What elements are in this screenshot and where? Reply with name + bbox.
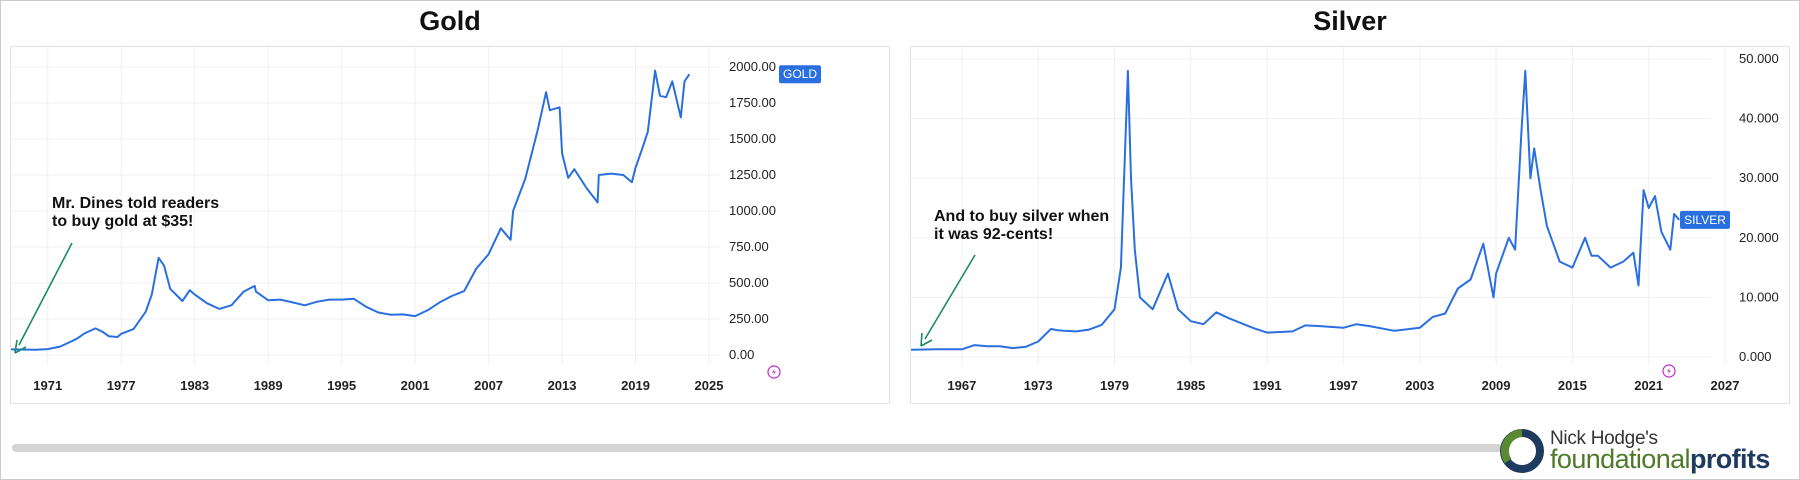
gold-x-tick-label: 2013 <box>548 378 577 393</box>
gold-annotation-arrow <box>18 242 73 346</box>
brand-name-line-1: Nick Hodge's <box>1550 428 1658 449</box>
silver-x-tick-label: 1997 <box>1329 378 1358 393</box>
silver-grid <box>911 47 1726 365</box>
silver-x-tick-label: 2021 <box>1634 378 1663 393</box>
gold-y-tick-label: 1000.00 <box>729 203 776 218</box>
gold-x-tick-label: 1995 <box>327 378 356 393</box>
gold-y-tick-label: 2000.00 <box>729 59 776 74</box>
gold-price-line <box>10 69 691 351</box>
ring-logo-icon <box>1500 429 1544 473</box>
silver-y-tick-label: 50.000 <box>1739 51 1779 66</box>
silver-x-tick-label: 1967 <box>947 378 976 393</box>
gold-chart: 2000.00 1750.00 1500.00 1250.00 1000.00 750.0… <box>10 47 821 393</box>
silver-price-line <box>910 69 1680 351</box>
silver-chart: 50.000 40.000 30.000 20.000 10.000 0.000 1967… <box>910 47 1779 393</box>
silver-x-tick-label: 2015 <box>1558 378 1587 393</box>
lightning-icon[interactable] <box>1662 364 1676 378</box>
lightning-icon[interactable] <box>767 365 781 379</box>
gold-y-tick-label: 250.00 <box>729 311 769 326</box>
gold-x-tick-label: 1971 <box>33 378 62 393</box>
silver-annotation: And to buy silver when it was 92-cents! <box>920 208 1109 347</box>
gold-chart-panel: 2000.00 1750.00 1500.00 1250.00 1000.00 750.0… <box>10 46 890 404</box>
gold-y-tick-label: 500.00 <box>729 275 769 290</box>
horizontal-scrollbar[interactable] <box>12 444 1502 452</box>
silver-chart-title: Silver <box>1313 6 1387 36</box>
gold-x-tick-label: 2019 <box>621 378 650 393</box>
silver-tag-label: SILVER <box>1684 213 1726 227</box>
gold-y-tick-label: 1750.00 <box>729 95 776 110</box>
brand-name-line-2: foundationalprofits <box>1550 444 1770 475</box>
gold-x-tick-label: 1977 <box>107 378 136 393</box>
silver-y-axis: 50.000 40.000 30.000 20.000 10.000 0.000 <box>1739 51 1779 364</box>
silver-x-tick-label: 2009 <box>1482 378 1511 393</box>
silver-annotation-line-2: it was 92-cents! <box>934 226 1053 243</box>
silver-y-tick-label: 10.000 <box>1739 289 1779 304</box>
gold-annotation-line-1: Mr. Dines told readers <box>52 195 219 212</box>
gold-chart-title: Gold <box>419 6 481 36</box>
silver-x-tick-label: 1985 <box>1176 378 1205 393</box>
gold-tag-box <box>779 65 821 84</box>
gold-y-tick-label: 750.00 <box>729 239 769 254</box>
gold-grid <box>11 47 721 365</box>
gold-x-tick-label: 1983 <box>180 378 209 393</box>
brand-name-part-1: foundational <box>1550 444 1691 474</box>
brand-name-part-2: profits <box>1689 444 1770 474</box>
silver-y-tick-label: 0.000 <box>1739 349 1772 364</box>
silver-series-tag: SILVER <box>1680 210 1730 229</box>
gold-x-tick-label: 2001 <box>401 378 430 393</box>
silver-tag-box <box>1680 210 1730 229</box>
gold-annotation-arrowhead <box>14 339 27 354</box>
silver-x-axis: 1967 1973 1979 1985 1991 1997 2003 2009 2015 2021… <box>947 378 1739 393</box>
gold-annotation-line-2: to buy gold at $35! <box>52 213 193 230</box>
gold-x-tick-label: 2007 <box>474 378 503 393</box>
silver-annotation-line-1: And to buy silver when <box>934 208 1109 225</box>
gold-x-tick-label: 2025 <box>695 378 724 393</box>
silver-y-tick-label: 30.000 <box>1739 170 1779 185</box>
silver-annotation-arrowhead <box>920 332 933 347</box>
silver-y-tick-label: 20.000 <box>1739 230 1779 245</box>
silver-y-tick-label: 40.000 <box>1739 111 1779 126</box>
silver-x-tick-label: 1979 <box>1100 378 1129 393</box>
gold-y-axis: 2000.00 1750.00 1500.00 1250.00 1000.00 750.0… <box>729 59 776 362</box>
gold-series-tag: GOLD <box>779 65 821 84</box>
gold-y-tick-label: 1250.00 <box>729 167 776 182</box>
gold-annotation: Mr. Dines told readers to buy gold at $3… <box>14 195 219 354</box>
gold-x-tick-label: 1989 <box>254 378 283 393</box>
gold-x-axis: 1971 1977 1983 1989 1995 2001 2007 2013 2019 2025 <box>33 378 723 393</box>
silver-x-tick-label: 1991 <box>1253 378 1282 393</box>
brand-logo: Nick Hodge's foundationalprofits <box>1498 426 1798 476</box>
gold-y-tick-label: 1500.00 <box>729 131 776 146</box>
silver-x-tick-label: 2027 <box>1711 378 1740 393</box>
gold-y-tick-label: 0.00 <box>729 347 754 362</box>
silver-annotation-arrow <box>924 254 976 340</box>
gold-tag-label: GOLD <box>783 67 817 81</box>
silver-chart-panel: 50.000 40.000 30.000 20.000 10.000 0.000 1967… <box>910 46 1790 404</box>
silver-x-tick-label: 1973 <box>1024 378 1053 393</box>
silver-x-tick-label: 2003 <box>1405 378 1434 393</box>
